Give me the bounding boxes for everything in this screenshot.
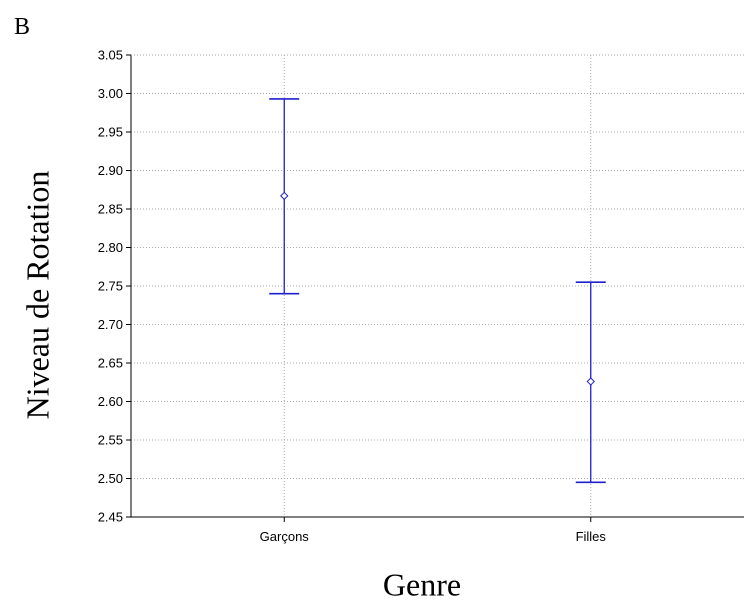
y-tick-label: 2.65 xyxy=(98,356,123,371)
y-tick-label: 2.95 xyxy=(98,125,123,140)
y-tick-label: 3.00 xyxy=(98,86,123,101)
y-tick-label: 2.60 xyxy=(98,394,123,409)
x-tick-label: Filles xyxy=(576,529,607,544)
x-axis-label: Genre xyxy=(382,566,462,603)
y-tick-label: 2.75 xyxy=(98,279,123,294)
x-tick-label: Garçons xyxy=(260,529,310,544)
y-tick-label: 2.90 xyxy=(98,163,123,178)
y-tick-label: 2.80 xyxy=(98,240,123,255)
mean-point xyxy=(280,191,289,201)
mean-point xyxy=(586,377,595,386)
y-tick-label: 2.85 xyxy=(98,202,123,217)
y-tick-label: 2.50 xyxy=(98,471,123,486)
y-tick-label: 2.45 xyxy=(98,510,123,525)
y-tick-label: 2.55 xyxy=(98,433,123,448)
y-tick-label: 2.70 xyxy=(98,317,123,332)
panel-label: B xyxy=(14,14,31,40)
y-tick-label: 3.05 xyxy=(98,48,123,63)
